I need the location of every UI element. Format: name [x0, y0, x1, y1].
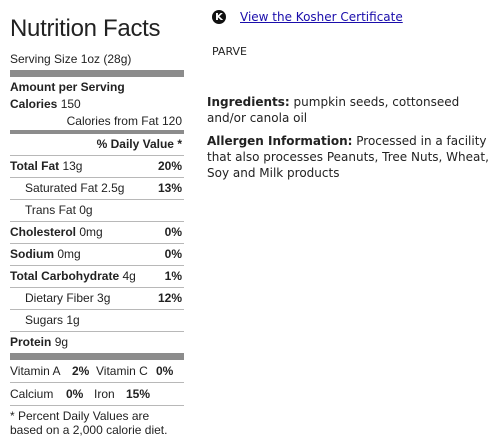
calories-value: 150 — [60, 97, 81, 111]
nutrient-rows: Total Fat 13g 20% Saturated Fat 2.5g 13% Tra… — [10, 156, 184, 332]
nutrient-label: Dietary Fiber — [25, 291, 94, 305]
nutrition-facts-panel: Nutrition Facts Serving Size 1oz (28g) A… — [10, 15, 184, 437]
nutrient-daily-value: 0% — [164, 247, 182, 261]
nutrient-amount: 1g — [66, 313, 80, 327]
calcium-pct: 0% — [66, 387, 84, 401]
nutrient-amount: 3g — [97, 291, 111, 305]
nutrient-daily-value: 13% — [157, 181, 182, 195]
nutrient-amount: 0mg — [79, 225, 103, 239]
vitamin-row: Vitamin A 2% Vitamin C 0% — [10, 360, 184, 383]
nutrient-amount: 4g — [122, 269, 136, 283]
nutrient-label: Total Carbohydrate — [10, 269, 120, 283]
calories-row: Calories 150 — [10, 96, 184, 113]
parve-designation: PARVE — [212, 45, 247, 58]
ingredients-text: pumpkin seeds, cottonseed and/or canola … — [207, 95, 460, 125]
nutrient-label: Sugars — [25, 313, 64, 327]
divider-medium — [10, 130, 184, 134]
serving-size: Serving Size 1oz (28g) — [10, 52, 132, 66]
kosher-certificate: K View the Kosher Certificate — [212, 10, 403, 24]
nutrient-label: Sodium — [10, 247, 54, 261]
kosher-certificate-link[interactable]: View the Kosher Certificate — [240, 10, 403, 24]
nutrient-row: Dietary Fiber 3g 12% — [10, 288, 184, 310]
nutrient-daily-value: 20% — [157, 159, 182, 173]
divider-thick — [10, 70, 184, 77]
vitamin-c-label: Vitamin C — [96, 364, 148, 378]
nutrient-amount: 0g — [79, 203, 93, 217]
nutrient-row: Cholesterol 0mg 0% — [10, 222, 184, 244]
calories-from-fat: Calories from Fat 120 — [66, 114, 182, 128]
nutrient-label: Saturated Fat — [25, 181, 98, 195]
nutrient-row: Sugars 1g — [10, 310, 184, 332]
protein-row: Protein 9g — [10, 332, 184, 353]
nutrient-row: Total Carbohydrate 4g 1% — [10, 266, 184, 288]
nutrient-amount: 2.5g — [101, 181, 125, 195]
nutrient-daily-value: 12% — [157, 291, 182, 305]
mineral-row: Calcium 0% Iron 15% — [10, 383, 184, 406]
nutrient-daily-value: 0% — [164, 225, 182, 239]
divider-thick — [10, 353, 184, 360]
allergen-text: Processed in a facility that also proces… — [207, 134, 489, 180]
daily-value-header: % Daily Value * — [10, 134, 184, 156]
amount-per-serving: Amount per Serving — [10, 80, 125, 94]
allergen-label: Allergen Information: — [207, 134, 353, 148]
calcium-label: Calcium — [10, 387, 54, 401]
nutrition-title: Nutrition Facts — [10, 15, 161, 42]
nutrient-label: Cholesterol — [10, 225, 77, 239]
ingredients-block: Ingredients: pumpkin seeds, cottonseed a… — [207, 94, 492, 126]
nutrient-row: Sodium 0mg 0% — [10, 244, 184, 266]
nutrient-label: Total Fat — [10, 159, 60, 173]
vitamin-c-pct: 0% — [156, 364, 174, 378]
protein-amount: 9g — [54, 335, 69, 349]
protein-label: Protein — [10, 335, 52, 349]
nutrient-amount: 0mg — [57, 247, 81, 261]
vitamin-a-pct: 2% — [72, 364, 90, 378]
vitamin-a-label: Vitamin A — [10, 364, 61, 378]
ingredients-label: Ingredients: — [207, 95, 290, 109]
nutrient-row: Total Fat 13g 20% — [10, 156, 184, 178]
nutrient-row: Trans Fat 0g — [10, 200, 184, 222]
calories-label: Calories — [10, 97, 58, 111]
nutrient-daily-value: 1% — [164, 269, 182, 283]
iron-pct: 15% — [126, 387, 151, 401]
allergen-block: Allergen Information: Processed in a fac… — [207, 133, 492, 181]
nutrient-amount: 13g — [62, 159, 83, 173]
iron-label: Iron — [94, 387, 115, 401]
kosher-k-icon: K — [212, 10, 226, 24]
daily-value-footnote: * Percent Daily Values are based on a 2,… — [10, 409, 168, 437]
nutrient-label: Trans Fat — [25, 203, 76, 217]
nutrient-row: Saturated Fat 2.5g 13% — [10, 178, 184, 200]
